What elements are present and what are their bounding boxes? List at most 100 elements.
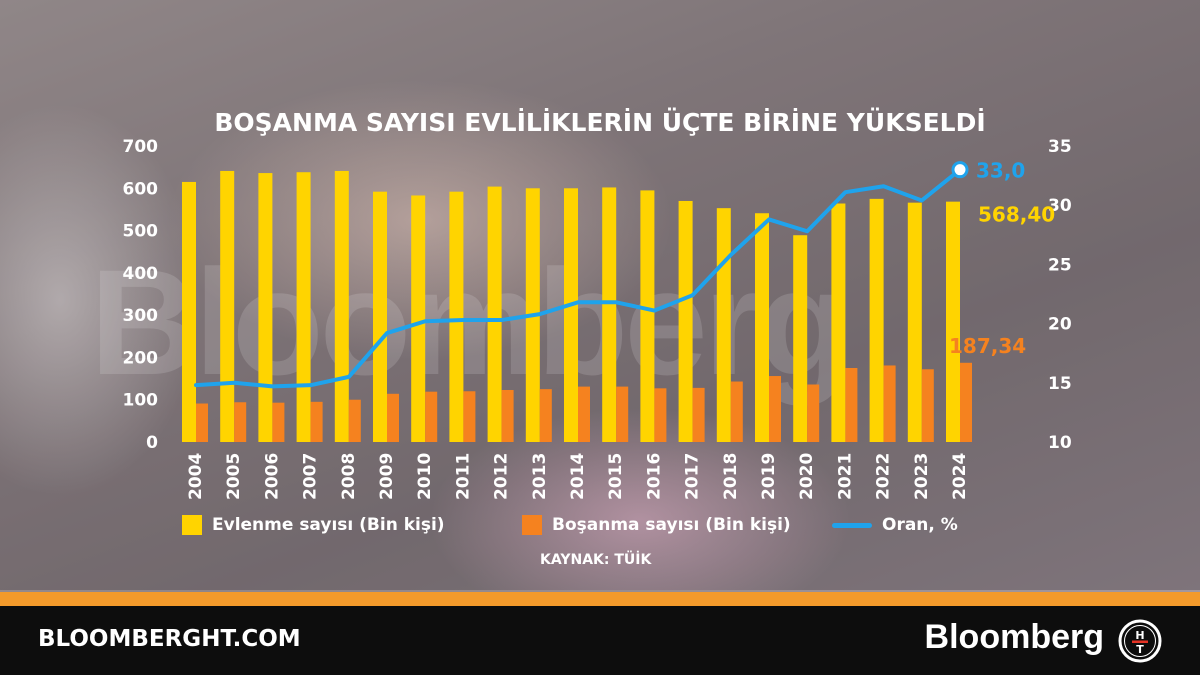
divorce-bar: [425, 391, 438, 442]
ratio-last-point: [951, 161, 969, 179]
marriage-bar: [487, 186, 502, 442]
marriage-bar: [907, 202, 922, 442]
x-axis-tick: 2020: [797, 453, 817, 500]
ratio-line: [194, 167, 962, 389]
marriage-last-label: 568,40: [978, 203, 1055, 227]
footer-site-link[interactable]: BLOOMBERGHT.COM: [38, 626, 301, 652]
accent-strip: [0, 592, 1200, 606]
divorce-bar: [196, 403, 208, 442]
divorce-bar: [730, 381, 743, 442]
right-axis-tick: 15: [1048, 374, 1072, 394]
legend-marriage-swatch: [182, 515, 202, 535]
left-axis-tick: 500: [123, 222, 159, 242]
divorce-bar: [234, 402, 247, 442]
x-axis-tick: 2009: [377, 453, 397, 500]
divorce-bar: [883, 365, 896, 442]
marriage-bar: [373, 191, 387, 442]
ht-logo-letter-h: H: [1135, 629, 1144, 642]
left-axis-tick: 100: [123, 391, 159, 411]
x-axis-tick: 2024: [950, 453, 970, 500]
right-axis-tick: 30: [1048, 196, 1072, 216]
source-note: KAYNAK: TÜİK: [540, 552, 652, 568]
legend-ratio: Oran, %: [832, 512, 958, 538]
divorce-bar: [272, 402, 285, 442]
left-axis-tick: 0: [146, 433, 158, 453]
marriage-bar: [678, 200, 693, 442]
divorce-bar: [845, 368, 858, 442]
legend-marriage-label: Evlenme sayısı (Bin kişi): [212, 515, 445, 535]
x-axis-tick: 2011: [453, 453, 473, 500]
marriage-bar: [755, 213, 769, 442]
legend-marriage: Evlenme sayısı (Bin kişi): [182, 512, 445, 538]
marriage-bar: [946, 201, 960, 442]
x-axis-tick: 2021: [835, 453, 855, 500]
x-axis-tick: 2014: [568, 453, 588, 500]
divorce-bar: [501, 389, 514, 442]
divorce-bar: [692, 387, 705, 442]
marriage-bar: [182, 181, 196, 442]
left-axis-tick: 200: [123, 348, 159, 368]
right-axis-tick: 10: [1048, 433, 1072, 453]
background-photo: [0, 0, 1200, 590]
x-axis-tick: 2008: [339, 453, 359, 500]
divorce-bar: [310, 401, 323, 442]
footer-bar: BLOOMBERGHT.COM Bloomberg H T: [0, 606, 1200, 675]
footer-brand-logo: Bloomberg: [924, 618, 1104, 656]
marriage-bar: [296, 172, 311, 442]
x-axis-tick: 2005: [224, 453, 244, 500]
legend-ratio-label: Oran, %: [882, 515, 958, 535]
legend-divorce: Boşanma sayısı (Bin kişi): [522, 512, 791, 538]
marriage-bar: [411, 195, 426, 442]
left-axis-tick: 700: [123, 137, 159, 157]
x-axis-tick: 2016: [644, 453, 664, 500]
marriage-bar: [258, 173, 273, 442]
divorce-bar: [387, 393, 399, 442]
divorce-bar: [578, 386, 590, 442]
x-axis-tick: 2015: [606, 453, 626, 500]
ht-logo-letter-t: T: [1136, 643, 1144, 656]
marriage-bar: [220, 170, 235, 442]
x-axis-tick: 2007: [301, 453, 321, 500]
x-axis-tick: 2019: [759, 453, 779, 500]
chart-title: BOŞANMA SAYISI EVLİLİKLERİN ÜÇTE BİRİNE …: [214, 108, 986, 137]
divorce-bar: [539, 389, 552, 442]
divorce-bar: [463, 391, 476, 442]
x-axis-tick: 2006: [262, 453, 282, 500]
marriage-bar: [334, 170, 349, 442]
divorce-bar: [616, 386, 629, 442]
marriage-bar: [564, 188, 578, 442]
x-axis-tick: 2013: [530, 453, 550, 500]
marriage-bar: [640, 190, 655, 442]
divorce-bar: [348, 399, 361, 442]
ht-logo-icon: H T: [1118, 619, 1162, 663]
x-axis-tick: 2022: [874, 453, 894, 500]
x-axis-tick: 2018: [721, 453, 741, 500]
marriage-bar: [831, 203, 846, 442]
legend-divorce-swatch: [522, 515, 542, 535]
right-axis-tick: 25: [1048, 255, 1072, 275]
x-axis-tick: 2010: [415, 453, 435, 500]
divorce-bar: [654, 388, 667, 442]
legend-ratio-line: [832, 522, 872, 528]
marriage-bar: [449, 191, 464, 442]
divorce-bar: [807, 384, 820, 442]
left-axis-tick: 600: [123, 179, 159, 199]
divorce-last-label: 187,34: [949, 334, 1026, 358]
marriage-bar: [716, 208, 731, 442]
left-axis-tick: 300: [123, 306, 159, 326]
right-axis-tick: 20: [1048, 315, 1072, 335]
divorce-bar: [921, 369, 934, 442]
divorce-bar: [769, 376, 781, 442]
marriage-bar: [793, 235, 808, 442]
x-axis-tick: 2017: [683, 453, 703, 500]
x-axis-tick: 2012: [492, 453, 512, 500]
marriage-bar: [869, 198, 884, 442]
legend-divorce-label: Boşanma sayısı (Bin kişi): [552, 515, 791, 535]
marriage-bar: [602, 187, 617, 442]
divorce-bar: [960, 362, 972, 442]
x-axis-tick: 2023: [912, 453, 932, 500]
ratio-last-label: 33,0: [976, 159, 1025, 183]
right-axis-tick: 35: [1048, 137, 1072, 157]
left-axis-tick: 400: [123, 264, 159, 284]
